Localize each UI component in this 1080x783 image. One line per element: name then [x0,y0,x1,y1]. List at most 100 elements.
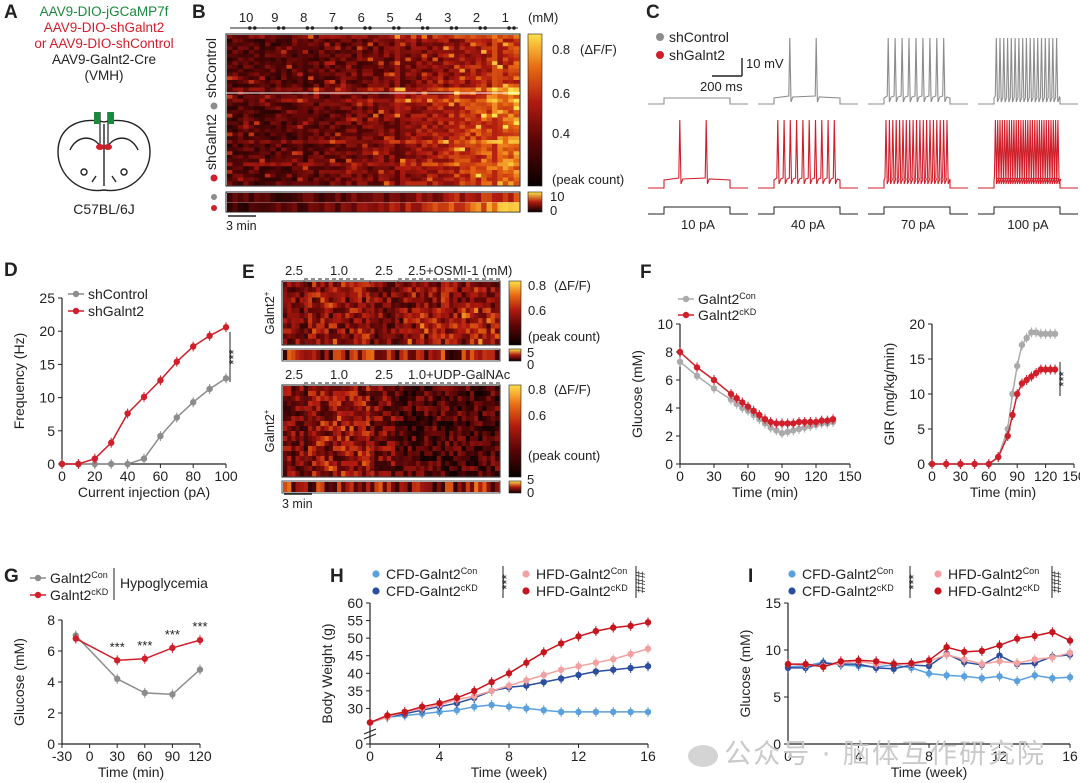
peak-strip-cell [378,193,385,203]
heatmap-cell [316,287,321,293]
heatmap-cell [382,406,388,412]
heatmap-cell [457,391,463,397]
heatmap-cell [382,302,388,309]
heatmap-cell [407,307,413,314]
heatmap-cell [403,446,409,452]
heatmap-cell [448,53,455,58]
heatmap-cell [362,155,368,160]
heatmap-cell [410,173,417,178]
heatmap-cell [513,76,520,81]
heatmap-cell [486,421,492,427]
heatmap-cell [362,151,368,156]
data-point [1031,656,1038,663]
heatmap-cell [497,95,504,100]
heatmap-cell [308,125,314,130]
heatmap-cell [297,140,304,145]
heatmap-cell [353,456,359,462]
heatmap-cell [237,125,244,130]
heatmap-cell [345,313,350,319]
heatmap-cell [308,113,314,118]
heatmap-cell [403,451,409,457]
heatmap-cell [329,65,336,70]
heatmap-cell [362,143,368,148]
heatmap-cell [367,147,374,152]
heatmap-cell [286,87,293,92]
heatmap-cell [357,406,363,412]
heatmap-cell [407,333,413,340]
heatmap-cell [291,57,298,62]
heatmap-cell [454,151,460,156]
heatmap-cell [443,143,450,148]
heatmap-cell [232,50,239,55]
heatmap-cell [370,411,375,417]
heatmap-cell [275,95,282,100]
heatmap-cell [328,451,334,457]
heatmap-cell [502,83,509,88]
heatmap-cell [428,446,433,452]
heatmap-cell [320,338,325,345]
heatmap-cell [232,177,239,182]
heatmap-cell [382,431,388,437]
heatmap-cell [465,307,471,314]
heatmap-cell [353,441,359,447]
heatmap-cell [491,177,498,182]
y-tick-label: 5 [773,689,781,705]
conc-label: 7 [329,10,336,25]
peak-strip-cell [475,202,482,212]
heatmap-cell [275,143,282,148]
heatmap-cell [457,282,463,288]
heatmap-cell [264,53,271,58]
y-tick-label: 25 [39,290,55,306]
peak-strip-cell [464,193,471,203]
heatmap-cell [332,307,338,314]
heatmap-cell [308,80,314,85]
heatmap-cell [264,140,271,145]
heatmap-cell [513,140,520,145]
heatmap-cell [281,162,287,167]
heatmap-cell [405,83,412,88]
heatmap-cell [448,158,455,163]
heatmap-cell [291,68,298,73]
heatmap-cell [308,158,314,163]
data-point [108,460,115,468]
heatmap-cell [497,147,504,152]
heatmap-cell [403,426,409,432]
heatmap-cell [291,401,296,407]
heatmap-cell [361,313,367,319]
heatmap-cell [502,132,509,137]
heatmap-cell [308,117,314,122]
heatmap-cell [335,162,341,167]
heatmap-cell [378,128,385,133]
heatmap-cell [227,80,233,85]
heatmap-cell [470,151,477,156]
heatmap-cell [237,83,244,88]
data-point [206,385,213,393]
heatmap-cell [502,35,509,40]
peak-strip-cell [370,482,375,492]
heatmap-cell [403,391,409,397]
heatmap-cell [329,143,336,148]
heatmap-cell [454,80,460,85]
heatmap-cell [383,136,390,141]
heatmap-cell [286,106,293,111]
peak-strip-cell [378,350,384,360]
heatmap-cell [502,166,509,171]
heatmap-cell [302,170,309,175]
heatmap-cell [461,466,467,472]
heatmap-cell [351,125,358,130]
peak-strip-cell [445,350,450,360]
heatmap-cell [437,155,444,160]
heatmap-cell [437,46,444,51]
heatmap-cell [237,35,244,40]
heatmap-cell [399,292,404,298]
heatmap-cell [508,50,514,55]
heatmap-cell [243,162,250,167]
heatmap-cell [318,35,325,40]
heatmap-cell [254,50,260,55]
heatmap-cell [491,50,498,55]
heatmap-cell [427,166,433,171]
heatmap-cell [378,391,384,397]
heatmap-cell [383,87,390,92]
conc-label: 6 [358,10,365,25]
